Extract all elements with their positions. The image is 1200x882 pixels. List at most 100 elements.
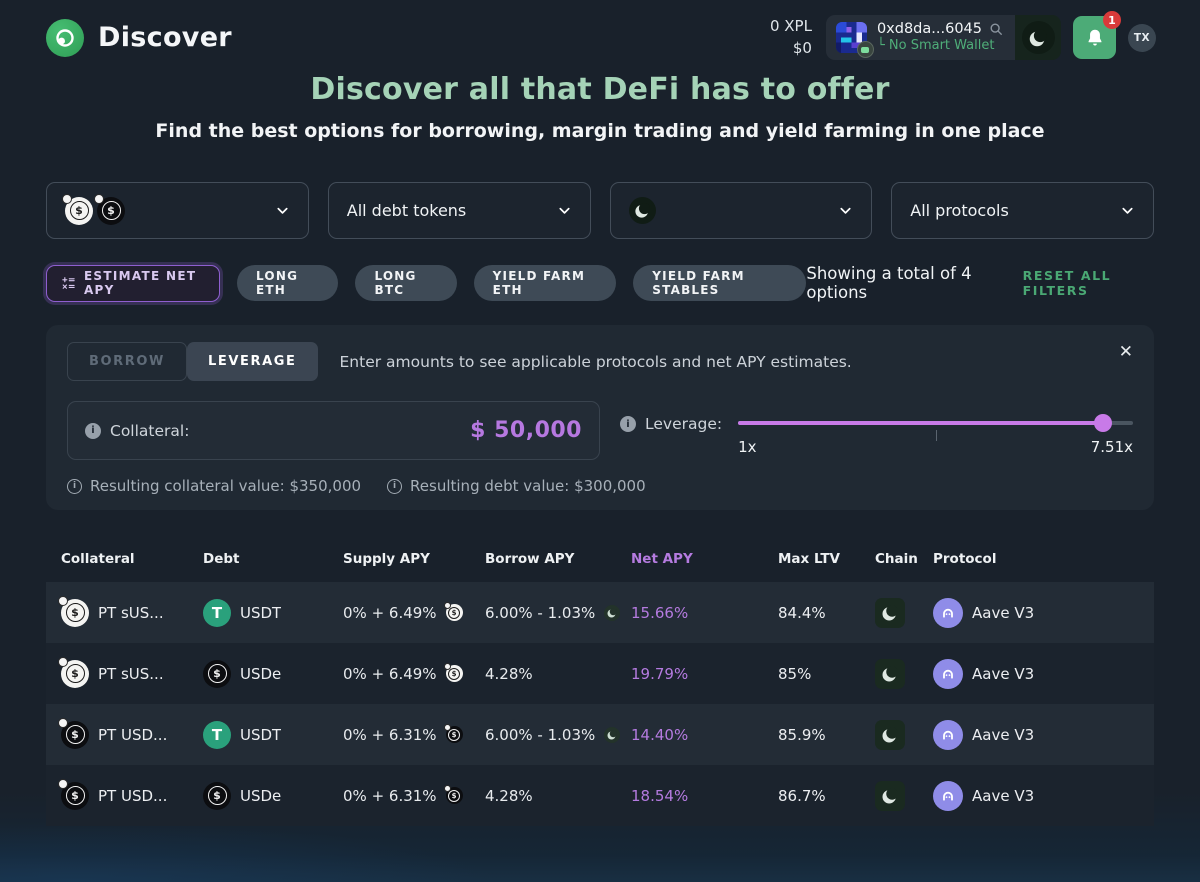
usde-token-icon: $ xyxy=(203,659,231,688)
table-row[interactable]: $ PT USD... $ USDe 0% + 6.31% $ 4.28% 18.54… xyxy=(46,765,1154,826)
wallet-balances: 0 XPL $0 xyxy=(770,16,812,60)
col-header-supply-apy: Supply APY xyxy=(343,551,430,567)
debt-name: USDT xyxy=(240,603,282,622)
susde-reward-token-icon: $ xyxy=(443,602,463,621)
plasma-chain-icon xyxy=(875,719,905,750)
info-icon: i xyxy=(67,478,82,494)
pt-usde-token-icon: $ xyxy=(58,717,89,749)
protocols-dropdown[interactable]: All protocols xyxy=(891,182,1154,239)
borrow-apy-value: 4.28% xyxy=(485,664,533,683)
leverage-slider-fill xyxy=(738,421,1104,425)
notification-count-badge: 1 xyxy=(1103,11,1121,29)
plasma-chain-icon xyxy=(1021,21,1055,54)
chains-dropdown[interactable] xyxy=(609,182,873,239)
leverage-slider[interactable]: 1x 7.51x xyxy=(738,413,1133,456)
aave-ghost-icon xyxy=(933,719,963,750)
app-logo-icon xyxy=(46,18,84,57)
chip-long-btc[interactable]: LONG BTC xyxy=(355,265,457,301)
smart-wallet-badge-icon xyxy=(856,41,874,58)
tab-leverage[interactable]: LEVERAGE xyxy=(186,342,318,381)
plasma-chain-icon xyxy=(875,658,905,689)
usdt-token-icon: T xyxy=(203,598,231,627)
max-ltv-value: 85.9% xyxy=(778,725,826,744)
filter-dropdowns: $ $ All debt tokens All protocols xyxy=(0,182,1200,239)
balance-usd: $0 xyxy=(792,38,812,57)
col-header-borrow-apy: Borrow APY xyxy=(485,551,575,567)
col-header-max-ltv: Max LTV xyxy=(778,551,840,567)
pt-badge-icon xyxy=(94,193,104,204)
col-header-protocol: Protocol xyxy=(933,551,997,567)
plasma-chain-icon xyxy=(875,780,905,811)
usde-token-icon: $ xyxy=(203,781,231,810)
aave-ghost-icon xyxy=(933,658,963,689)
collateral-name: PT sUS... xyxy=(98,603,164,622)
info-icon: i xyxy=(620,416,636,432)
supply-apy-value: 0% + 6.31% xyxy=(343,725,437,744)
leverage-slider-track[interactable] xyxy=(738,414,1133,441)
collateral-name: PT USD... xyxy=(98,786,168,805)
notifications-button[interactable]: 1 xyxy=(1073,11,1121,59)
plasma-reward-icon xyxy=(604,726,621,743)
resulting-collateral-value: Resulting collateral value: $350,000 xyxy=(90,477,362,495)
table-row[interactable]: $ PT sUS... $ USDe 0% + 6.49% $ 4.28% 19.79… xyxy=(46,643,1154,704)
pt-badge-icon xyxy=(62,193,72,204)
table-row[interactable]: $ PT sUS... T USDT 0% + 6.49% $ 6.00% - 1.0… xyxy=(46,582,1154,643)
col-header-net-apy: Net APY xyxy=(631,551,693,567)
info-icon: i xyxy=(387,478,403,494)
usde-reward-token-icon: $ xyxy=(443,785,463,804)
estimate-net-apy-button[interactable]: ESTIMATE NET APY xyxy=(46,264,221,302)
chip-yield-farm-stables[interactable]: YIELD FARM STABLES xyxy=(633,265,807,301)
info-icon: i xyxy=(85,422,101,439)
wallet-address: 0xd8da...6045 xyxy=(876,21,982,38)
pt-badge-icon xyxy=(58,778,68,789)
chevron-down-icon xyxy=(1122,207,1133,214)
collateral-tokens-dropdown[interactable]: $ $ xyxy=(46,182,309,239)
topbar: Discover 0 XPL $0 xyxy=(0,0,1200,70)
usde-reward-token-icon: $ xyxy=(443,724,463,743)
net-apy-value: 15.66% xyxy=(631,603,689,622)
tab-borrow[interactable]: BORROW xyxy=(67,342,187,381)
col-header-chain: Chain xyxy=(875,551,918,567)
hero-title: Discover all that DeFi has to offer xyxy=(310,72,890,107)
chevron-down-icon xyxy=(558,207,570,214)
close-icon[interactable]: ✕ xyxy=(1118,342,1133,362)
hero-subtitle: Find the best options for borrowing, mar… xyxy=(155,120,1045,142)
reset-all-filters-button[interactable]: RESET ALL FILTERS xyxy=(1022,268,1112,298)
max-ltv-value: 86.7% xyxy=(778,786,826,805)
aave-ghost-icon xyxy=(933,780,963,811)
table-header-row: Collateral Debt Supply APY Borrow APY Ne… xyxy=(46,536,1154,582)
pt-susde-token-icon: $ xyxy=(58,595,89,627)
chip-yield-farm-eth[interactable]: YIELD FARM ETH xyxy=(473,265,617,301)
collateral-value[interactable]: $ 50,000 xyxy=(470,418,582,443)
search-icon[interactable] xyxy=(989,22,1003,36)
pt-badge-icon xyxy=(58,595,68,606)
wallet-chain-selector[interactable] xyxy=(1015,15,1061,60)
estimator-description: Enter amounts to see applicable protocol… xyxy=(339,352,852,371)
wallet-pill[interactable]: 0xd8da...6045 └ No Smart Wallet xyxy=(825,15,1061,60)
protocol-name: Aave V3 xyxy=(972,664,1035,683)
collateral-input[interactable]: i Collateral: $ 50,000 xyxy=(67,401,600,460)
usdt-token-icon: T xyxy=(203,720,231,749)
table-row[interactable]: $ PT USD... T USDT 0% + 6.31% $ 6.00% - 1.0… xyxy=(46,704,1154,765)
supply-apy-value: 0% + 6.31% xyxy=(343,786,437,805)
collateral-label: Collateral: xyxy=(110,421,190,440)
resulting-debt-value: Resulting debt value: $300,000 xyxy=(410,477,646,495)
max-ltv-value: 84.4% xyxy=(778,603,826,622)
user-avatar[interactable]: TX xyxy=(1128,23,1156,52)
options-table: Collateral Debt Supply APY Borrow APY Ne… xyxy=(46,536,1154,826)
pt-badge-icon xyxy=(58,656,68,667)
pt-usde-token-icon: $ xyxy=(94,193,125,225)
debt-tokens-dropdown[interactable]: All debt tokens xyxy=(327,182,591,239)
wallet-pixel-avatar xyxy=(835,22,874,58)
protocol-name: Aave V3 xyxy=(972,603,1035,622)
chevron-down-icon xyxy=(840,207,851,214)
filter-actions-row: ESTIMATE NET APY LONG ETH LONG BTC YIELD… xyxy=(0,264,1200,302)
smart-wallet-status: └ No Smart Wallet xyxy=(876,38,995,54)
net-apy-value: 19.79% xyxy=(631,664,689,683)
hero: Discover all that DeFi has to offer Find… xyxy=(0,72,1200,142)
leverage-slider-thumb[interactable] xyxy=(1094,414,1113,432)
chip-long-eth[interactable]: LONG ETH xyxy=(237,265,339,301)
supply-apy-value: 0% + 6.49% xyxy=(343,664,437,683)
plasma-chain-icon xyxy=(875,597,905,628)
